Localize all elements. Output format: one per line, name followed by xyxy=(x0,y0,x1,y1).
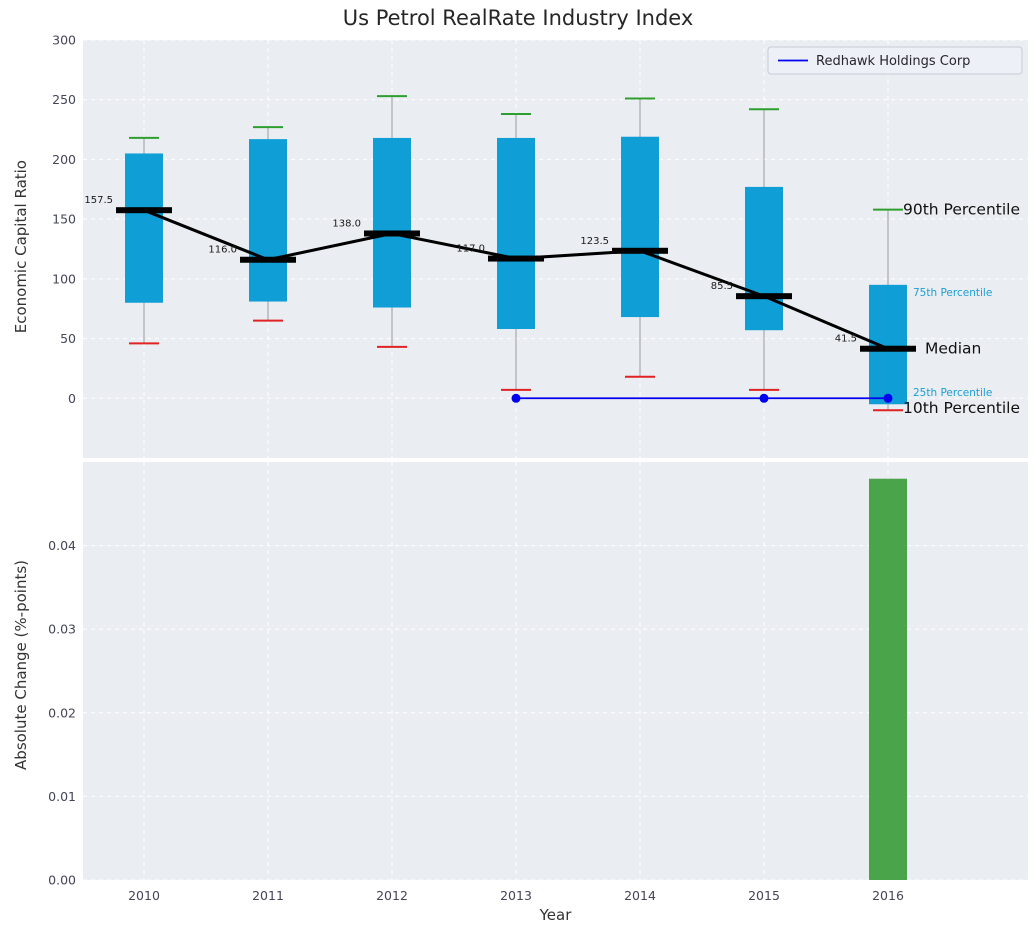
chart-title: Us Petrol RealRate Industry Index xyxy=(342,6,694,30)
annotation-25th-percentile: 25th Percentile xyxy=(913,387,992,399)
median-label-2016: 41.5 xyxy=(835,334,857,345)
box-2015 xyxy=(745,186,783,331)
median-marker-2010 xyxy=(116,207,172,214)
legend-label: Redhawk Holdings Corp xyxy=(816,54,970,69)
legend-box xyxy=(767,46,1023,75)
annotation-median: Median xyxy=(925,340,981,358)
box-2013 xyxy=(497,137,535,330)
annotation-10th-percentile: 10th Percentile xyxy=(903,399,1020,417)
y-tick-label-top: 0 xyxy=(68,391,76,406)
median-marker-2016 xyxy=(860,345,916,352)
median-marker-2015 xyxy=(736,293,792,300)
box-2011 xyxy=(249,139,287,302)
median-marker-2011 xyxy=(240,256,296,263)
y-tick-label-bottom: 0.00 xyxy=(48,873,76,888)
median-marker-2014 xyxy=(612,247,668,254)
y-tick-label-bottom: 0.01 xyxy=(48,789,76,804)
x-tick-label-2014: 2014 xyxy=(624,888,656,903)
x-tick-label-2010: 2010 xyxy=(128,888,160,903)
median-label-2015: 85.5 xyxy=(711,281,733,292)
median-marker-2013 xyxy=(488,255,544,262)
x-tick-label-2011: 2011 xyxy=(252,888,284,903)
y-tick-label-top: 150 xyxy=(52,212,76,227)
x-tick-label-2013: 2013 xyxy=(500,888,532,903)
median-label-2011: 116.0 xyxy=(208,245,237,256)
box-2010 xyxy=(125,153,163,303)
annotation-75th-percentile: 75th Percentile xyxy=(913,287,992,299)
box-2012 xyxy=(373,137,411,308)
x-axis-label: Year xyxy=(539,906,572,924)
y-axis-label-top: Economic Capital Ratio xyxy=(12,160,30,334)
annotation-90th-percentile: 90th Percentile xyxy=(903,201,1020,219)
bar-2016 xyxy=(869,478,907,880)
company-marker-2015 xyxy=(759,393,769,403)
company-marker-2013 xyxy=(511,393,521,403)
x-tick-label-2016: 2016 xyxy=(872,888,904,903)
median-label-2012: 138.0 xyxy=(332,218,361,229)
x-tick-label-2012: 2012 xyxy=(376,888,408,903)
y-tick-label-top: 100 xyxy=(52,271,76,286)
y-tick-label-bottom: 0.04 xyxy=(48,538,76,553)
box-2014 xyxy=(621,136,659,318)
x-tick-label-2015: 2015 xyxy=(748,888,780,903)
y-axis-label-bottom: Absolute Change (%-points) xyxy=(12,560,30,770)
y-tick-label-top: 250 xyxy=(52,92,76,107)
company-marker-2016 xyxy=(883,393,893,403)
y-tick-label-top: 50 xyxy=(60,331,76,346)
y-tick-label-top: 200 xyxy=(52,152,76,167)
median-label-2014: 123.5 xyxy=(580,236,609,247)
median-marker-2012 xyxy=(364,230,420,237)
y-tick-label-top: 300 xyxy=(52,33,76,48)
median-label-2013: 117.0 xyxy=(456,244,485,255)
y-tick-label-bottom: 0.03 xyxy=(48,622,76,637)
median-label-2010: 157.5 xyxy=(84,195,113,206)
y-tick-label-bottom: 0.02 xyxy=(48,705,76,720)
